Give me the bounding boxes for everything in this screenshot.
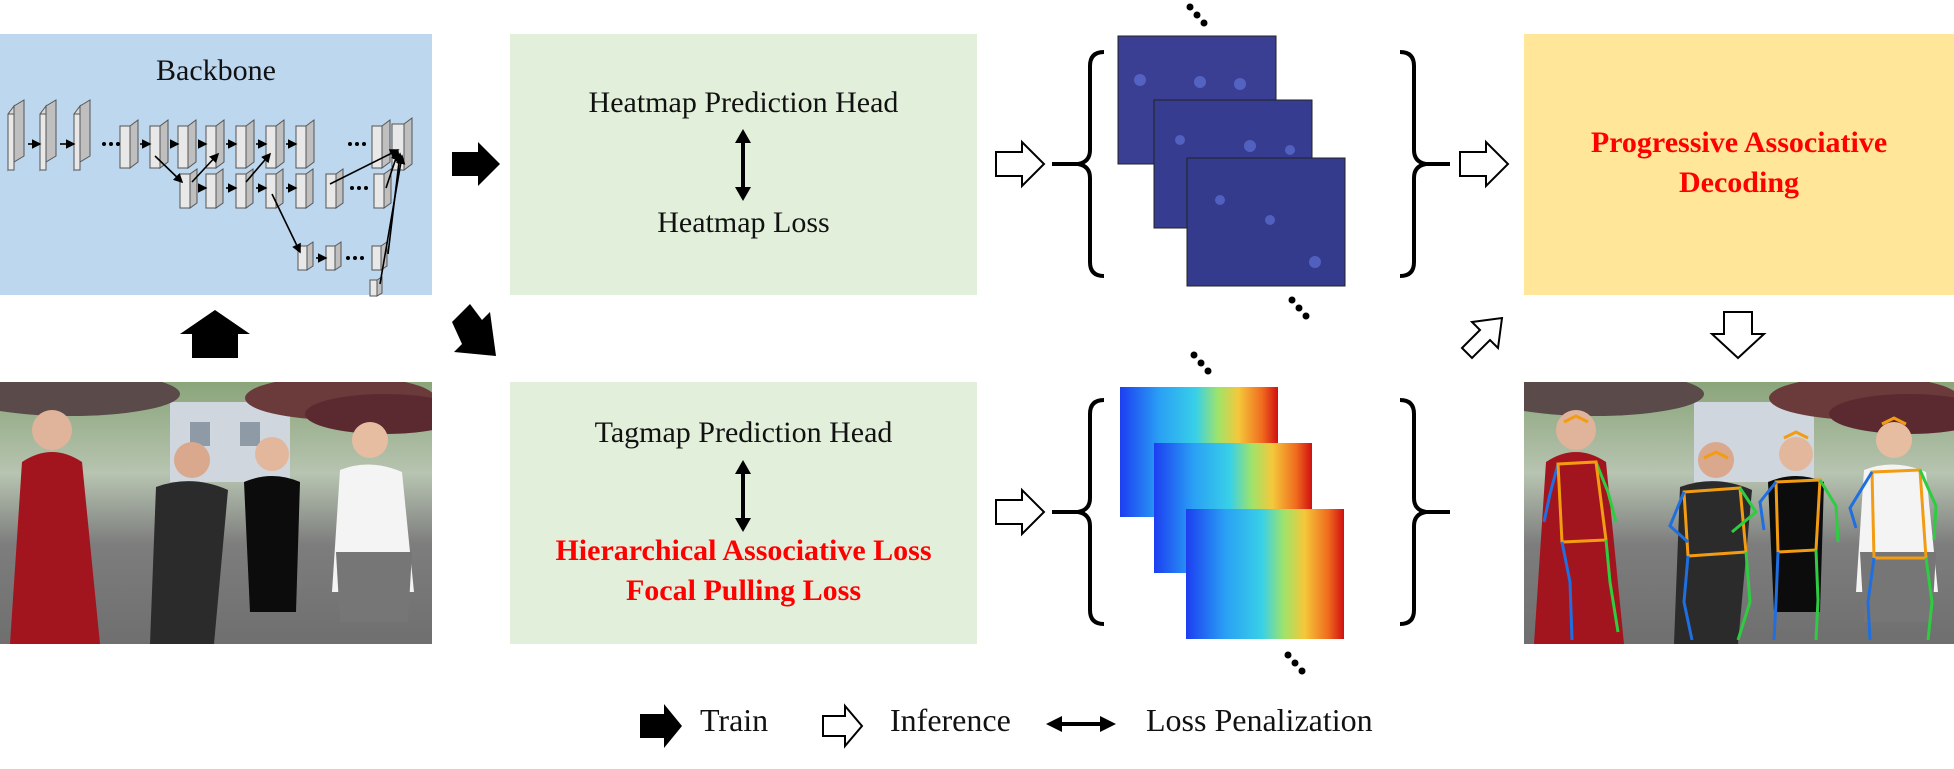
- focal-pulling-loss-label: Focal Pulling Loss: [625, 574, 862, 607]
- inference-arrow-icon: [995, 139, 1046, 189]
- ellipsis-bottom: [1284, 651, 1306, 675]
- inference-arrow-icon: [1459, 139, 1510, 189]
- decoding-title-line-2: Decoding: [1679, 166, 1799, 199]
- loss-double-arrow-icon: [735, 460, 751, 532]
- train-arrow-icon: [452, 304, 496, 356]
- legend-train-arrow-icon: [640, 704, 682, 748]
- legend-inference-label: Inference: [890, 702, 1011, 738]
- backbone-network-diagram: [7, 99, 413, 297]
- heatmap-output-stack: [1090, 0, 1430, 340]
- decoding-title-line-1: Progressive Associative: [1590, 126, 1888, 159]
- heatmap-loss-label: Heatmap Loss: [657, 206, 830, 239]
- train-arrow-icon: [180, 310, 250, 358]
- legend-loss-arrow-icon: [1046, 716, 1116, 732]
- ellipsis-bottom: [1288, 296, 1310, 320]
- backbone-title: Backbone: [156, 54, 276, 87]
- output-pose-image: [1524, 382, 1954, 644]
- tagmap-prediction-head-panel: Tagmap Prediction Head Hierarchical Asso…: [510, 382, 977, 644]
- legend-loss-label: Loss Penalization: [1146, 702, 1373, 738]
- hierarchical-associative-loss-label: Hierarchical Associative Loss: [555, 534, 932, 567]
- backbone-panel: Backbone: [0, 34, 432, 297]
- tagmap-head-title: Tagmap Prediction Head: [594, 416, 893, 449]
- inference-arrow-icon: [1709, 311, 1767, 360]
- legend-train-label: Train: [700, 702, 769, 738]
- train-arrow-icon: [452, 142, 500, 186]
- tagmap-output-stack: [1090, 345, 1430, 685]
- heatmap-prediction-head-panel: Heatmap Prediction Head Heatmap Loss: [510, 34, 977, 295]
- input-image: [0, 382, 432, 644]
- ellipsis-top: [1190, 351, 1212, 375]
- inference-arrow-icon: [995, 487, 1046, 537]
- inference-arrow-icon: [1460, 316, 1504, 360]
- ellipsis-top: [1186, 3, 1208, 27]
- legend-inference-arrow-icon: [822, 703, 864, 749]
- loss-double-arrow-icon: [735, 129, 751, 201]
- progressive-associative-decoding-panel: Progressive Associative Decoding: [1524, 34, 1954, 295]
- heatmap-head-title: Heatmap Prediction Head: [588, 86, 899, 119]
